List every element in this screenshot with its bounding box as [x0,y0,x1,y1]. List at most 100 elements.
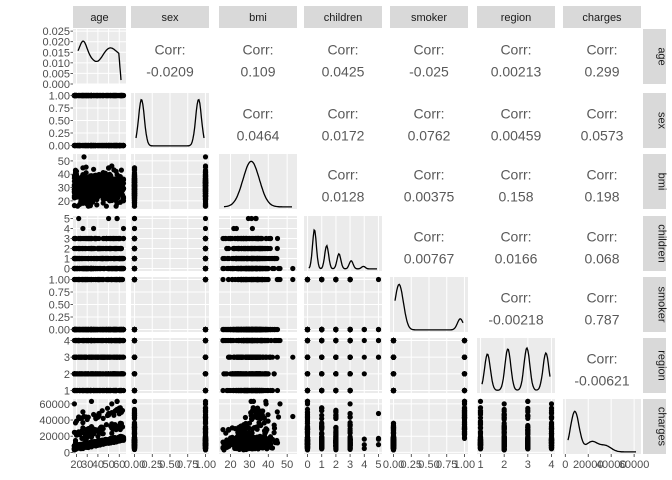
data-point [131,187,138,193]
data-point [253,215,259,222]
data-point [108,326,114,333]
data-point [83,337,89,344]
data-point [202,185,209,191]
strip-right-bg-smoker [643,277,666,332]
data-point [202,173,209,179]
panels: Corr:-0.0209Corr:0.109Corr:0.0425Corr:-0… [71,29,641,454]
data-point [118,167,124,173]
data-point [252,245,258,252]
data-point [113,196,119,202]
corr-label-age-bmi: Corr: [242,42,273,58]
data-point [106,215,112,222]
data-point [131,176,138,182]
data-point [111,167,117,173]
corr-label-smoker-charges: Corr: [586,290,617,306]
data-point [131,165,138,171]
data-point [108,337,114,344]
data-point [202,265,209,272]
data-point [347,276,353,283]
strip-top-bg-smoker [390,6,468,28]
data-point [117,176,123,182]
scatter-points-bmi-age [71,154,127,209]
corr-label-bmi-children: Corr: [327,167,358,183]
strip-top-bg-charges [563,6,641,28]
data-point [131,276,138,283]
data-point [100,186,106,192]
data-point [259,276,265,283]
strip-top-label-bmi: bmi [249,12,267,24]
corr-value-sex-bmi: 0.0464 [237,128,280,144]
data-point [76,255,82,262]
data-point [113,245,119,252]
strip-top-bg-region [477,6,555,28]
data-point [100,326,106,333]
data-point [251,326,257,333]
panel-sex-region: Corr:0.00459 [491,106,542,144]
data-point [100,142,106,149]
data-point [83,354,89,360]
corr-value-age-smoker: -0.025 [409,64,449,80]
panel-age-smoker: Corr:-0.025 [409,42,449,80]
corr-value-age-region: 0.00213 [491,64,542,80]
density-curve-sex [135,98,205,147]
panel-children-children [304,216,382,271]
panel-bmi-children: Corr:0.0128 [322,167,365,205]
strip-right-bg-sex [643,93,666,148]
data-point [229,276,235,283]
data-point [80,235,86,242]
data-point [267,245,273,252]
data-point [304,326,311,333]
corr-value-children-region: 0.0166 [495,251,538,267]
data-point [76,177,82,183]
panel-smoker-smoker [390,277,468,332]
corr-label-bmi-charges: Corr: [586,167,617,183]
data-point [257,265,263,272]
corr-value-age-sex: -0.0209 [146,64,194,80]
scatter-points-children-age [71,215,127,272]
data-point [202,168,209,174]
strip-right-label-bmi: bmi [656,173,668,191]
strip-top-label-age: age [90,12,108,24]
corr-value-bmi-region: 0.158 [498,189,533,205]
data-point [81,182,87,188]
strip-top-label-children: children [324,12,363,24]
data-point [257,245,263,252]
data-point [80,225,86,232]
data-point [248,215,255,222]
corr-label-sex-bmi: Corr: [242,106,273,122]
data-point [235,245,242,252]
scatter-points-sex-age [71,92,127,149]
data-point [241,245,248,252]
panel-children-age [71,215,127,272]
data-point [274,245,280,252]
data-point [113,265,119,272]
corr-value-bmi-charges: 0.198 [584,189,619,205]
data-point [107,171,113,177]
data-point [73,387,80,394]
data-point [202,276,209,283]
data-point [202,255,209,262]
data-point [235,265,241,272]
data-point [259,326,265,333]
panel-children-smoker: Corr:0.00767 [404,229,455,267]
data-point [261,265,268,272]
data-point [259,235,265,242]
panel-sex-sex [131,93,209,148]
data-point [131,225,138,232]
data-point [83,326,89,333]
data-point [120,92,127,99]
strip-top-bg-age [73,6,126,28]
panel-smoker-age [71,276,127,333]
panel-children-sex [131,215,209,272]
data-point [235,276,242,283]
data-point [73,326,80,333]
data-point [202,326,209,333]
strip-right-bg-children [643,216,666,271]
data-point [113,188,119,194]
data-point [96,235,102,242]
corr-label-age-region: Corr: [500,42,531,58]
data-point [333,276,339,283]
data-point [106,276,112,283]
corr-label-age-sex: Corr: [154,42,185,58]
